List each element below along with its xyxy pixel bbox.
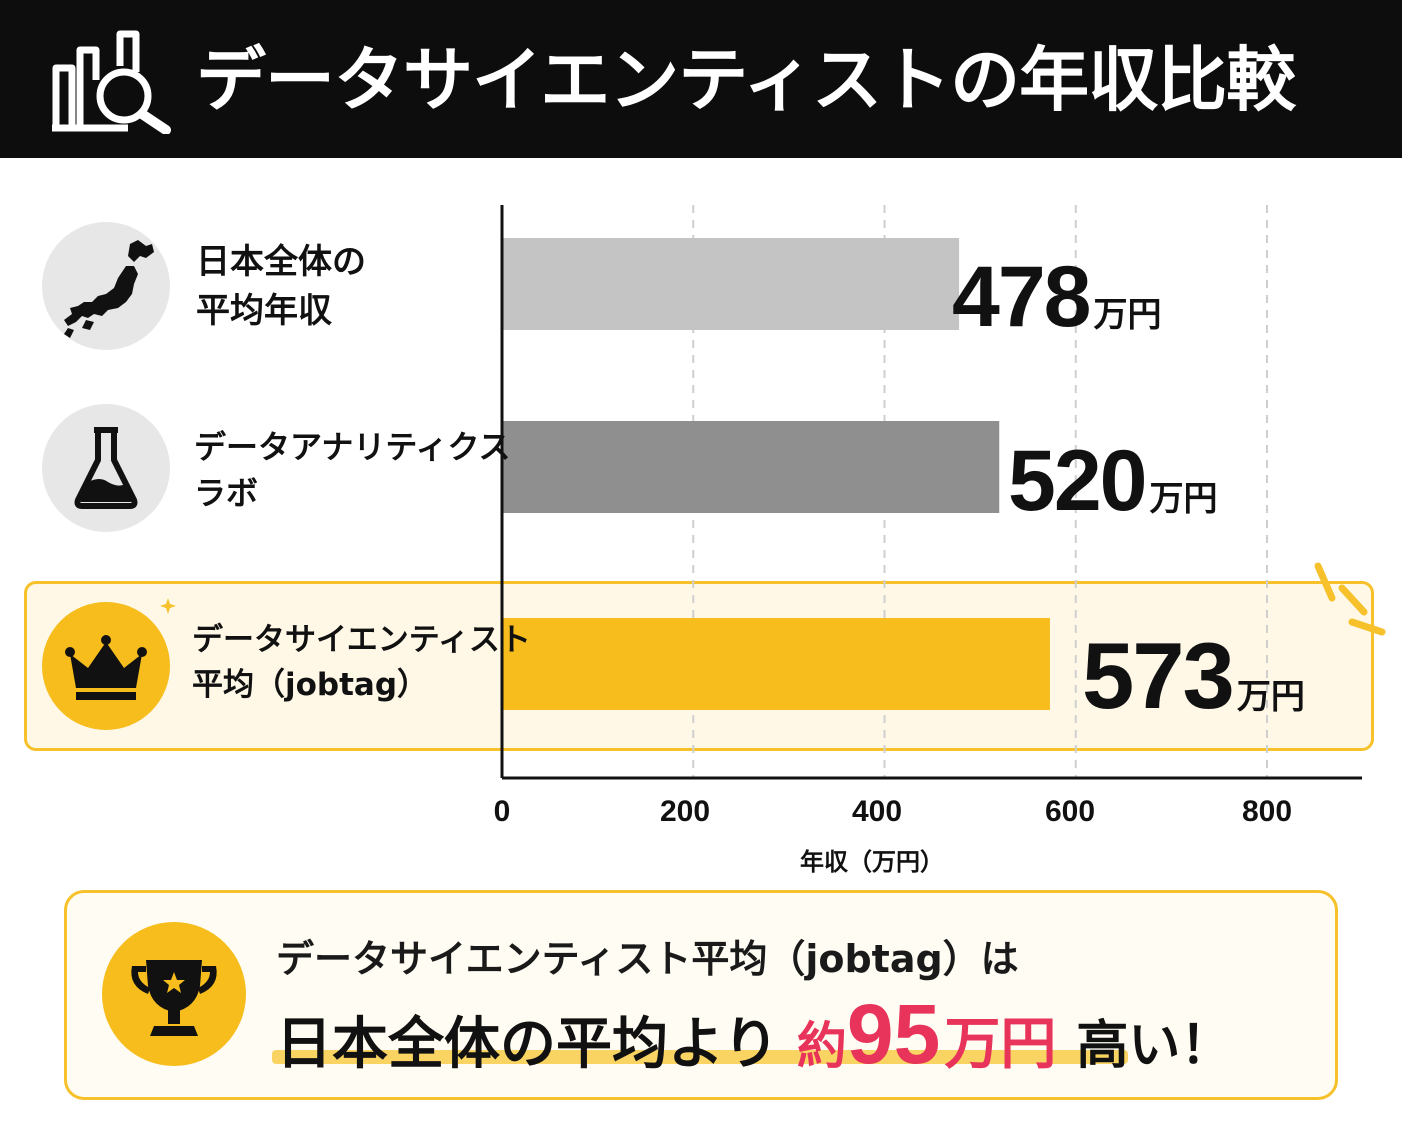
x-tick-label: 0 (493, 795, 511, 828)
bar-0 (502, 238, 960, 330)
callout-difference-unit: 万円 (944, 1012, 1057, 1077)
value-label-japan: 478 万円 (952, 248, 1162, 347)
x-tick-label: 400 (851, 795, 903, 828)
x-tick-label: 600 (1044, 795, 1096, 828)
chart-search-icon (52, 30, 171, 134)
value-number: 478 (952, 249, 1091, 345)
x-tick-label: 200 (659, 795, 711, 828)
callout-headline: 日本全体の平均より 約95万円 高い！ (276, 986, 1233, 1081)
trophy-icon (102, 922, 246, 1066)
sparkle-ray (1348, 618, 1386, 636)
x-axis-label: 年収（万円） (800, 848, 944, 876)
value-number: 573 (1082, 623, 1235, 728)
row-label-jobtag: データサイエンティスト 平均（jobtag） (192, 622, 531, 703)
header-banner: データサイエンティストの年収比較 (0, 0, 1402, 158)
sparkle-ray (1314, 562, 1336, 602)
x-tick-label: 800 (1241, 795, 1293, 828)
callout-approx: 約 (796, 1017, 847, 1075)
callout-lead: 日本全体の平均より (276, 1012, 779, 1077)
japan-map-icon (42, 222, 170, 350)
value-unit: 万円 (1093, 295, 1162, 335)
crown-icon (42, 602, 170, 730)
value-label-lab: 520 万円 (1008, 432, 1218, 531)
row-label-japan: 日本全体の 平均年収 (196, 242, 366, 332)
bar-2 (502, 618, 1050, 710)
summary-callout (64, 890, 1338, 1100)
value-label-jobtag: 573 万円 (1082, 622, 1305, 730)
callout-difference: 95 (846, 987, 941, 1081)
value-unit: 万円 (1236, 677, 1305, 717)
sparkle-ray (1338, 584, 1368, 616)
sparkle-star-icon (160, 598, 176, 614)
callout-tail: 高い！ (1076, 1016, 1233, 1076)
row-label-lab: データアナリティクス ラボ (194, 428, 511, 513)
value-number: 520 (1008, 433, 1147, 529)
page-title: データサイエンティストの年収比較 (196, 39, 1296, 121)
value-unit: 万円 (1149, 479, 1218, 519)
highlight-underline (272, 1050, 1128, 1064)
flask-icon (42, 404, 170, 532)
bar-1 (502, 421, 1000, 513)
callout-subtitle: データサイエンティスト平均（jobtag）は (276, 937, 1019, 981)
